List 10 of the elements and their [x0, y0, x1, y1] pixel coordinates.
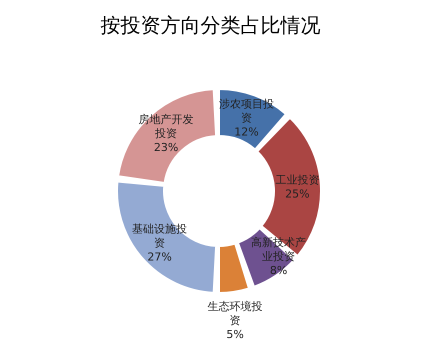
data-label: 25% — [285, 187, 310, 200]
slice-label: 基础设施投资 — [132, 222, 188, 249]
data-label: 27% — [147, 250, 172, 263]
data-label: 12% — [234, 124, 259, 138]
data-label: 23% — [154, 140, 178, 154]
chart-title: 按投资方向分类占比情况 — [100, 12, 322, 39]
slice-label: 生态环境投资 — [208, 299, 263, 326]
slice-label: 工业投资 — [275, 173, 320, 186]
slice-label: 房地产开发投资 — [138, 112, 194, 140]
data-label: 5% — [226, 327, 244, 340]
